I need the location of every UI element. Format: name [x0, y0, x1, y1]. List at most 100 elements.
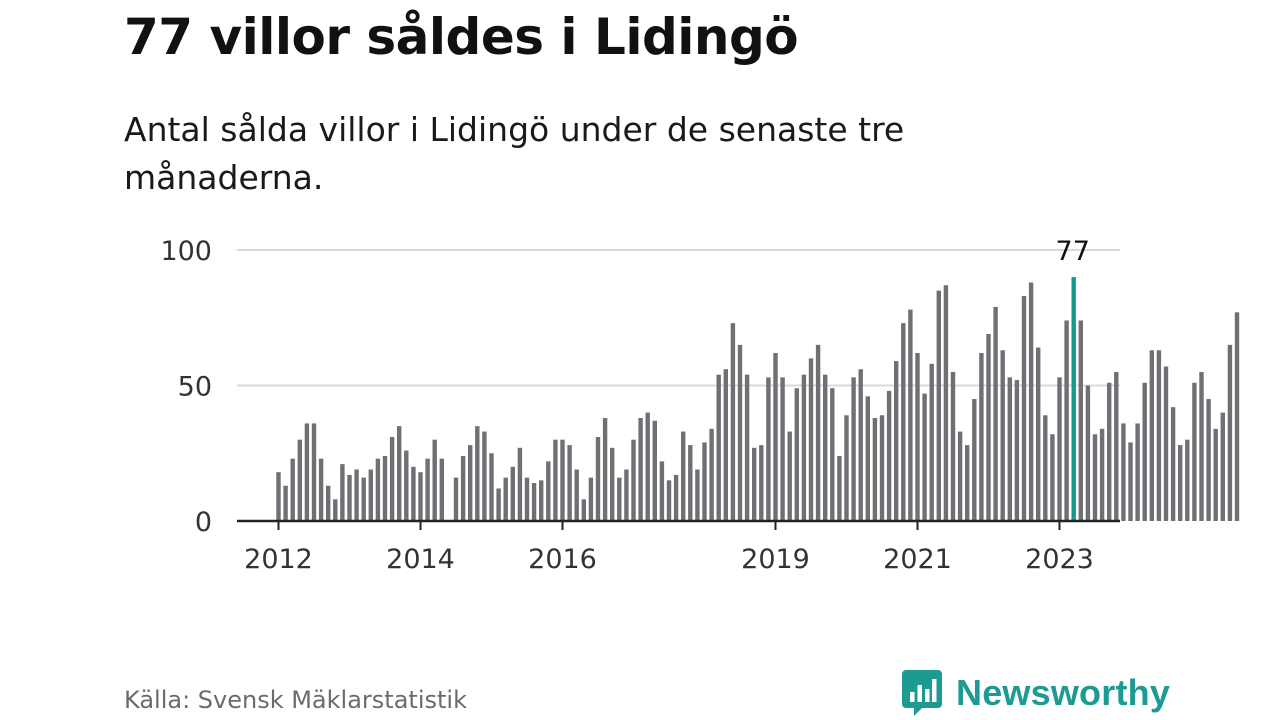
bar: [318, 458, 324, 521]
bar: [1028, 282, 1034, 521]
bar: [773, 352, 778, 521]
bar: [965, 445, 970, 521]
bar: [389, 436, 395, 521]
bar: [290, 458, 295, 521]
bar: [588, 477, 594, 521]
bar: [617, 477, 622, 521]
bar: [858, 369, 863, 521]
bar: [1064, 320, 1069, 521]
bar: [404, 450, 409, 521]
bar: [787, 431, 792, 521]
bar: [347, 474, 352, 521]
brand-name: Newsworthy: [956, 672, 1171, 713]
bar: [1213, 428, 1218, 521]
bar: [652, 420, 657, 521]
bar: [1085, 385, 1091, 521]
bar: [1121, 423, 1126, 521]
bar: [397, 426, 402, 521]
bar: [1043, 415, 1048, 521]
bar: [524, 477, 530, 521]
bar: [901, 323, 906, 521]
bar: [581, 499, 586, 521]
bar: [539, 480, 544, 521]
bar: [752, 447, 757, 521]
bar: [432, 439, 437, 521]
bar: [482, 431, 487, 521]
bar: [837, 455, 842, 521]
bar: [1220, 412, 1225, 521]
bar: [986, 334, 991, 521]
x-tick-label: 2012: [244, 544, 313, 575]
bar: [666, 480, 672, 521]
bar: [567, 445, 572, 521]
bar: [276, 472, 281, 521]
bar: [709, 428, 714, 521]
bar: [382, 455, 388, 521]
bar: [730, 323, 736, 521]
bar: [1149, 350, 1154, 521]
bar: [1057, 377, 1062, 521]
bar: [468, 445, 473, 521]
bar: [886, 390, 892, 521]
bar: [460, 455, 466, 521]
bar: [865, 396, 870, 521]
bar: [659, 461, 665, 521]
bar: [503, 477, 508, 521]
bar: [510, 466, 515, 521]
bar: [453, 477, 459, 521]
bar: [475, 426, 480, 521]
bar: [1142, 382, 1147, 521]
bar: [311, 423, 317, 521]
bar: [496, 488, 501, 521]
bar: [979, 352, 984, 521]
bar: [943, 285, 949, 521]
bar: [766, 377, 771, 521]
bar: [1227, 344, 1233, 521]
bar: [993, 306, 998, 521]
bar: [915, 352, 920, 521]
bar: [1114, 371, 1119, 521]
bar: [595, 436, 601, 521]
bar: [673, 474, 679, 521]
bar: [411, 466, 416, 521]
bar: [780, 377, 785, 521]
bar-highlight: [1071, 277, 1076, 521]
bar: [872, 418, 878, 521]
bar: [425, 458, 430, 521]
bar: [531, 483, 537, 521]
chart-subtitle: Antal sålda villor i Lidingö under de se…: [124, 110, 905, 197]
bar: [1036, 347, 1041, 521]
bar: [297, 439, 302, 521]
bar: [929, 363, 934, 521]
bar: [517, 447, 523, 521]
bar: [950, 371, 956, 521]
bar: [602, 418, 608, 521]
bar: [1007, 377, 1012, 521]
bar: [560, 439, 565, 521]
bar: [972, 399, 977, 521]
newsworthy-logo-icon: [902, 670, 942, 716]
chart-title: 77 villor såldes i Lidingö: [124, 8, 799, 66]
bar: [1163, 366, 1169, 521]
bar: [716, 374, 721, 521]
bar: [340, 464, 345, 521]
x-tick-label: 2019: [741, 544, 810, 575]
bar: [361, 477, 366, 521]
bar: [375, 458, 381, 521]
data-label: 77: [1056, 236, 1090, 267]
bar: [333, 499, 338, 521]
y-tick-label: 0: [195, 507, 212, 538]
bar: [1014, 380, 1020, 521]
bar: [1107, 382, 1112, 521]
brand-logo: Newsworthy: [902, 670, 1170, 716]
bar: [922, 393, 927, 521]
bar: [957, 431, 963, 521]
x-tick-label: 2023: [1025, 544, 1094, 575]
bar: [1050, 434, 1055, 521]
bar: [304, 423, 310, 521]
bar: [702, 442, 707, 521]
x-tick-label: 2021: [883, 544, 952, 575]
bar: [1078, 320, 1083, 521]
bar: [354, 469, 359, 521]
